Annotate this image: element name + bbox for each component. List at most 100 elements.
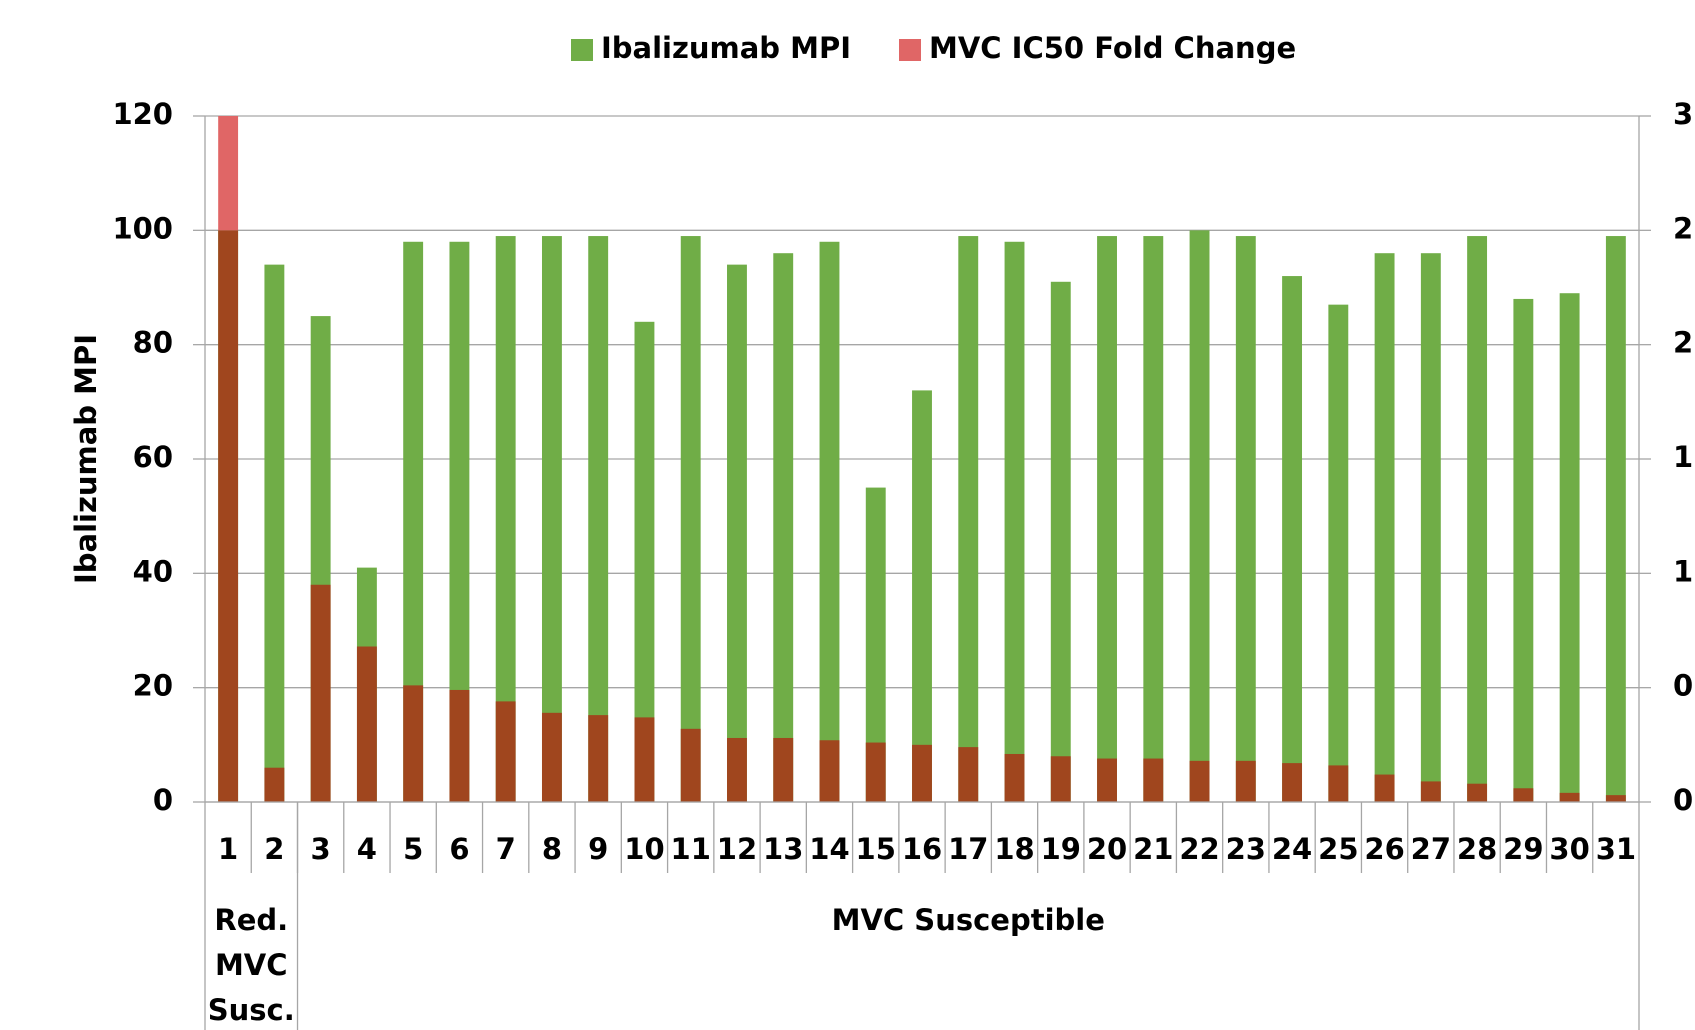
bar [865, 742, 886, 802]
x-tick-label: 3 [311, 832, 331, 866]
x-tick-label: 7 [496, 832, 516, 866]
x-tick-label: 22 [1179, 832, 1219, 866]
y2-tick-label: 1.5 [1673, 440, 1695, 474]
x-tick-label: 5 [403, 832, 423, 866]
legend-swatch [571, 39, 593, 61]
bar [1282, 276, 1303, 803]
bar [727, 264, 747, 803]
bar [1189, 230, 1210, 803]
bar [541, 236, 562, 803]
bar [1559, 792, 1580, 802]
legend-label: Ibalizumab MPI [601, 31, 851, 65]
group-label: Red. [214, 903, 288, 937]
bar [1004, 241, 1025, 802]
bar [819, 241, 840, 802]
bar [1097, 236, 1117, 803]
bar [310, 584, 331, 802]
x-tick-label: 23 [1226, 832, 1266, 866]
bar [634, 321, 655, 802]
bar [634, 717, 655, 802]
bar [1467, 236, 1488, 803]
bar [1467, 783, 1488, 802]
bar [218, 230, 239, 803]
bar [495, 236, 516, 803]
bar [403, 685, 424, 802]
x-tick-label: 6 [449, 832, 469, 866]
bar [1143, 236, 1164, 803]
y2-tick-label: 3.0 [1673, 97, 1695, 131]
bar [958, 747, 979, 802]
y-tick-label: 0 [153, 783, 173, 817]
bar [912, 744, 932, 802]
bar [773, 253, 794, 802]
bar [912, 390, 932, 802]
bar [588, 236, 609, 803]
bar [958, 236, 979, 803]
bar [1513, 788, 1534, 802]
x-tick-label: 27 [1411, 832, 1451, 866]
group-label: MVC [215, 948, 288, 982]
bar [1605, 236, 1626, 803]
bar [1235, 236, 1256, 803]
y-axis-title: Ibalizumab MPI [69, 334, 103, 584]
x-tick-label: 24 [1272, 832, 1312, 866]
x-tick-label: 20 [1087, 832, 1127, 866]
x-tick-label: 1 [218, 832, 238, 866]
bar [356, 646, 377, 802]
bar [218, 116, 239, 231]
bar [449, 689, 470, 802]
bar [403, 241, 424, 802]
bar [1374, 253, 1395, 802]
x-tick-label: 8 [542, 832, 562, 866]
x-tick-label: 18 [994, 832, 1034, 866]
group-label: MVC Susceptible [832, 903, 1105, 937]
bar [1189, 760, 1210, 802]
x-tick-label: 14 [809, 832, 849, 866]
x-tick-label: 12 [717, 832, 757, 866]
y-tick-label: 100 [112, 211, 173, 245]
bar [680, 728, 701, 802]
x-tick-label: 10 [624, 832, 664, 866]
y-tick-label: 120 [112, 97, 173, 131]
bar [1235, 760, 1256, 802]
bar [1374, 774, 1395, 802]
x-tick-label: 25 [1318, 832, 1358, 866]
bar [1282, 763, 1303, 802]
y2-tick-label: 0.0 [1673, 783, 1695, 817]
bar [541, 712, 562, 802]
y2-tick-label: 0.5 [1673, 669, 1695, 703]
x-tick-label: 31 [1596, 832, 1636, 866]
x-tick-label: 28 [1457, 832, 1497, 866]
bar [865, 487, 886, 802]
bar [1605, 795, 1626, 802]
x-tick-label: 29 [1503, 832, 1543, 866]
bar [1050, 281, 1071, 802]
x-tick-label: 13 [763, 832, 803, 866]
y-tick-label: 60 [133, 440, 173, 474]
x-tick-label: 9 [588, 832, 608, 866]
legend-label: MVC IC50 Fold Change [929, 31, 1296, 65]
x-tick-label: 16 [902, 832, 942, 866]
bar [588, 715, 609, 802]
bar [264, 767, 285, 802]
x-tick-label: 19 [1041, 832, 1081, 866]
bar [1513, 298, 1534, 802]
bar [680, 236, 701, 803]
bar [1143, 758, 1164, 802]
x-tick-label: 11 [671, 832, 711, 866]
x-tick-label: 17 [948, 832, 988, 866]
y-tick-label: 80 [133, 326, 173, 360]
x-tick-label: 2 [264, 832, 284, 866]
bar [1420, 781, 1441, 802]
y-tick-label: 20 [133, 669, 173, 703]
y2-tick-label: 2.0 [1673, 326, 1695, 360]
x-tick-label: 26 [1364, 832, 1404, 866]
group-label: Susc. [208, 993, 295, 1027]
bar [1328, 765, 1349, 802]
bar [1559, 293, 1580, 802]
y2-tick-label: 2.5 [1673, 211, 1695, 245]
y2-tick-label: 1.0 [1673, 554, 1695, 588]
bar [1328, 304, 1349, 802]
bar [773, 737, 794, 802]
x-tick-label: 4 [357, 832, 377, 866]
